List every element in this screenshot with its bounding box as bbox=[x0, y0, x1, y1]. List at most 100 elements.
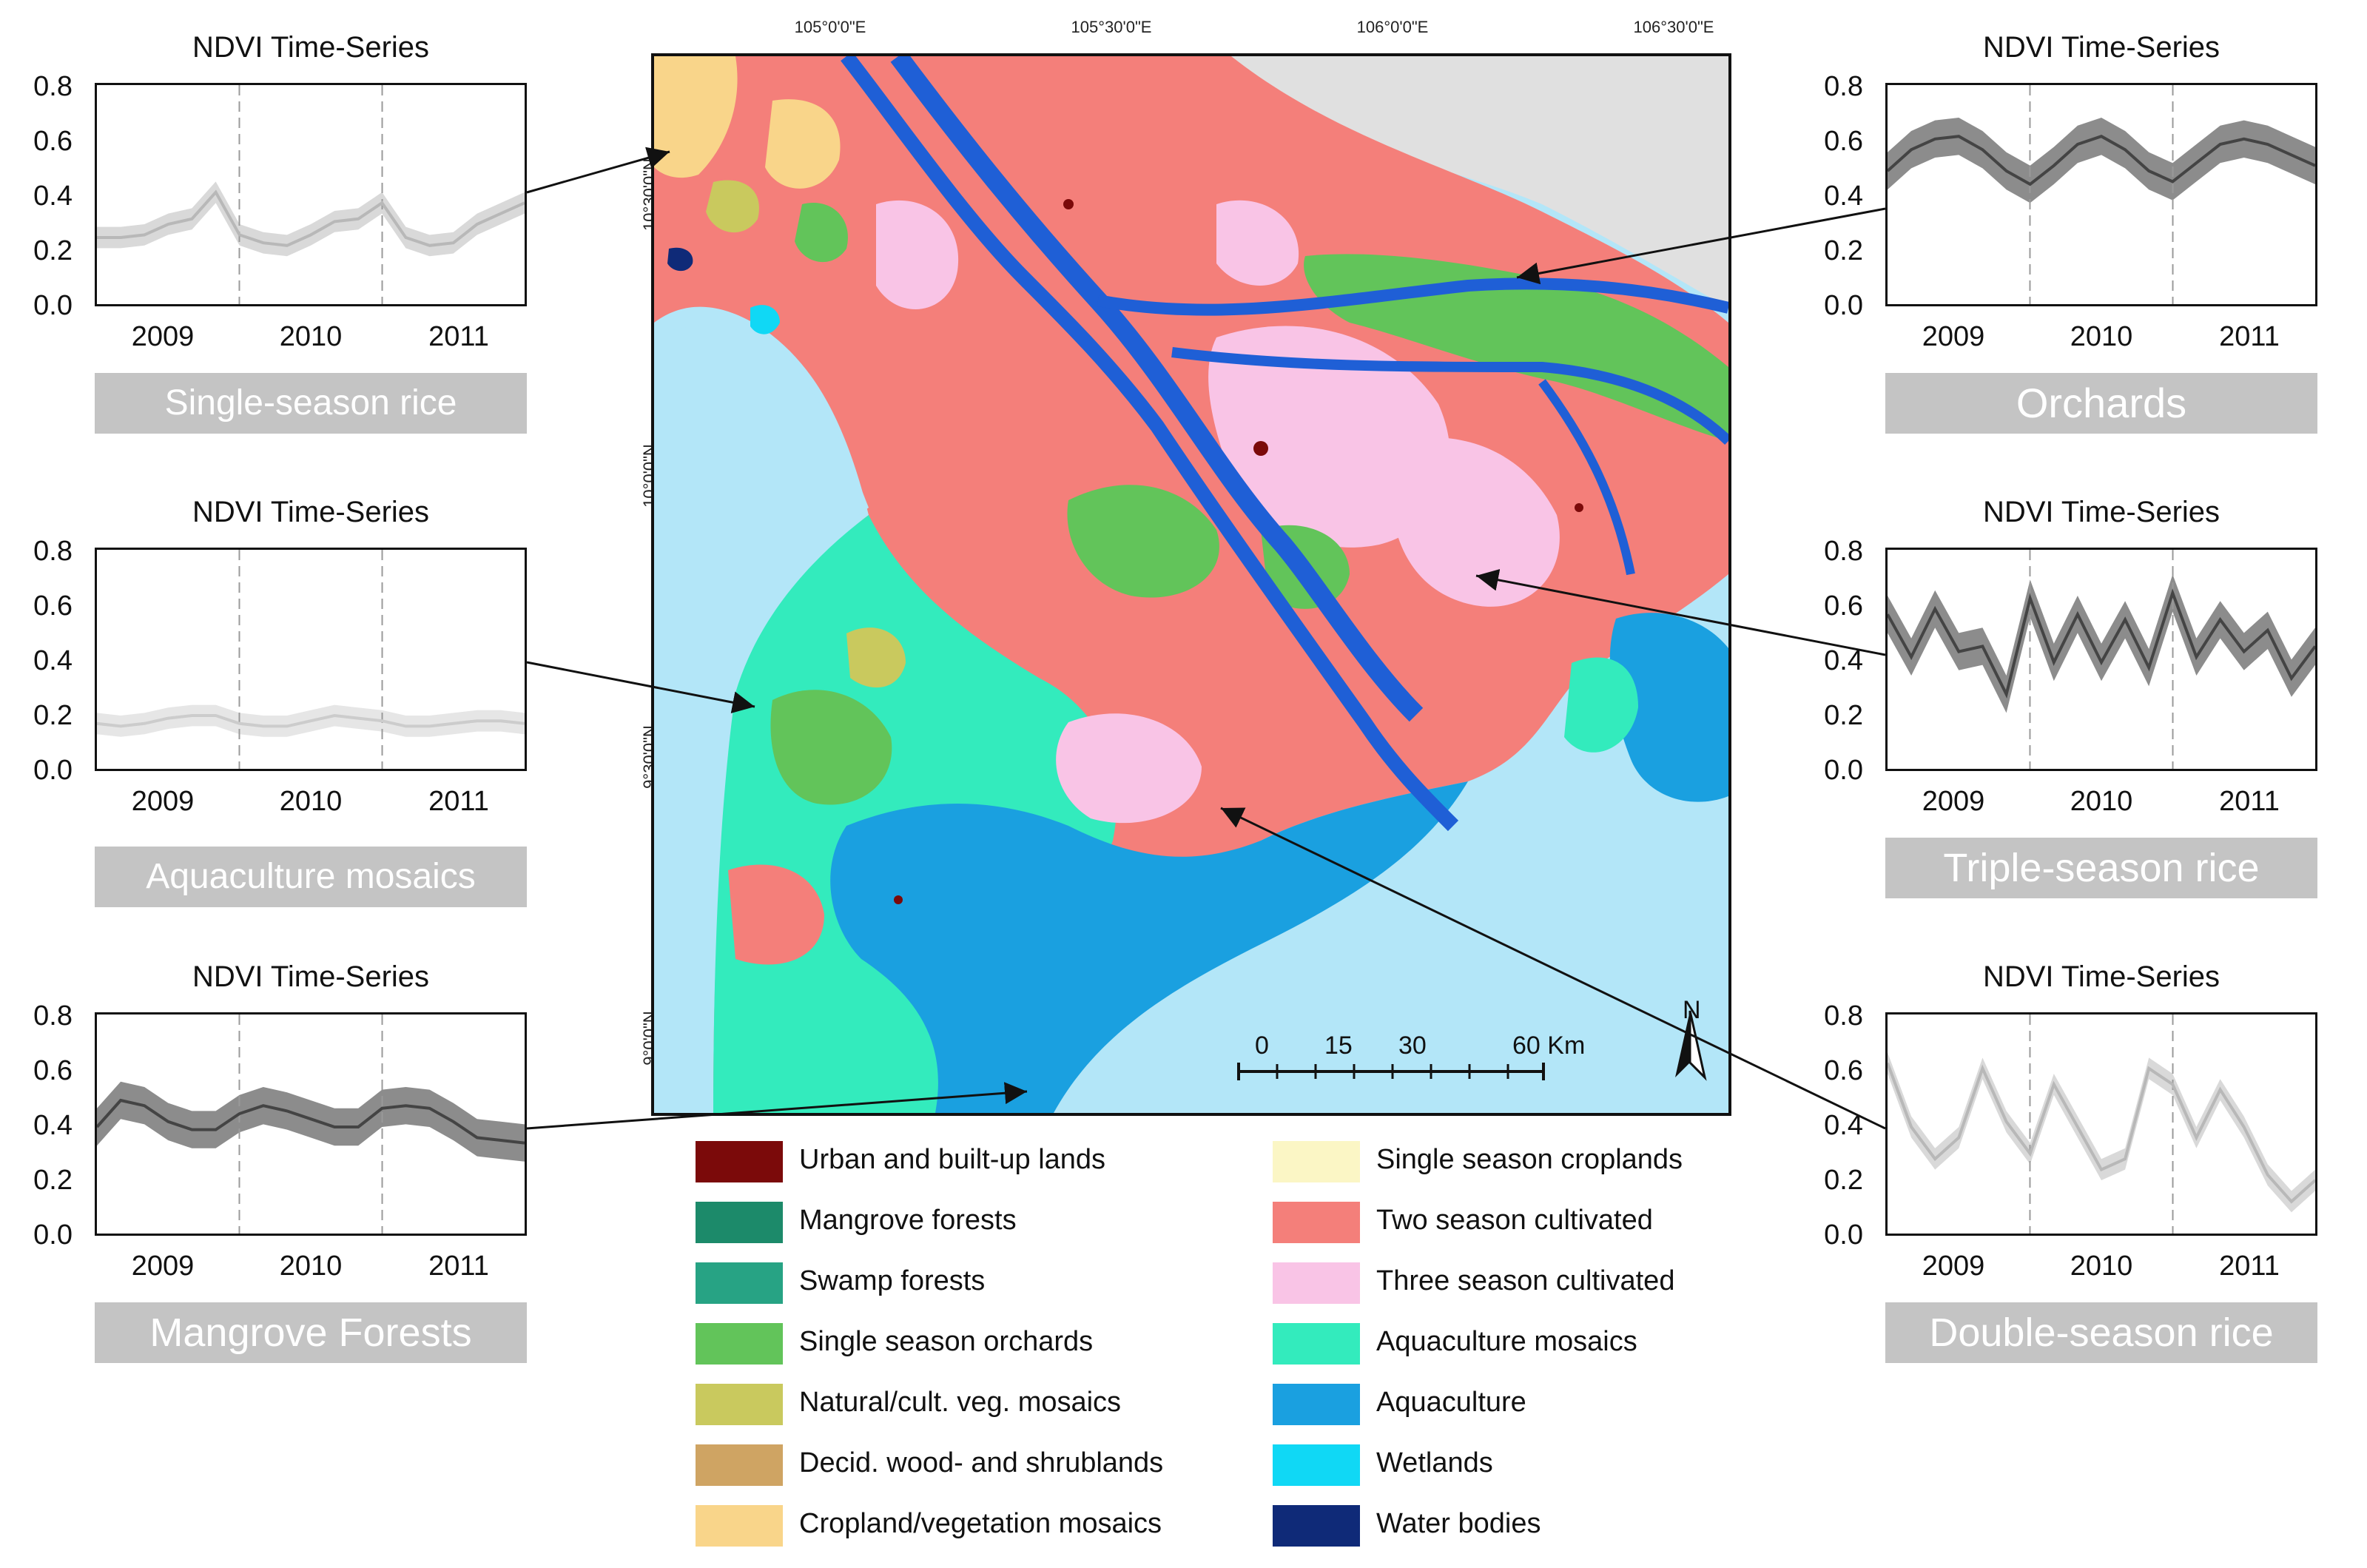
x-tick: 2010 bbox=[2070, 321, 2133, 352]
orchards-patch bbox=[1067, 485, 1219, 598]
panel-caption: Aquaculture mosaics bbox=[95, 847, 527, 907]
x-tick: 2009 bbox=[1922, 321, 1985, 352]
y-tick: 0.0 bbox=[1824, 290, 1863, 321]
three-season-patch bbox=[1390, 437, 1560, 607]
bassac-river bbox=[841, 56, 1459, 832]
ndvi-range-band bbox=[97, 181, 525, 257]
panel-title: NDVI Time-Series bbox=[1982, 960, 2220, 993]
scale-label: 30 bbox=[1398, 1032, 1427, 1060]
ndvi-chart bbox=[96, 550, 525, 769]
scale-label: 15 bbox=[1324, 1032, 1353, 1060]
legend-swatch bbox=[1273, 1444, 1360, 1486]
x-tick: 2010 bbox=[279, 1251, 343, 1282]
legend-label: Decid. wood- and shrublands bbox=[799, 1447, 1164, 1478]
longitude-label: 106°30'0"E bbox=[1633, 18, 1714, 36]
legend-swatch bbox=[696, 1262, 783, 1304]
legend-swatch bbox=[1273, 1384, 1360, 1425]
y-tick: 0.4 bbox=[33, 1110, 73, 1141]
x-tick: 2011 bbox=[428, 1251, 489, 1282]
y-tick: 0.6 bbox=[1824, 1055, 1863, 1086]
y-tick: 0.2 bbox=[33, 700, 73, 731]
y-tick: 0.2 bbox=[1824, 235, 1863, 266]
panel-title: NDVI Time-Series bbox=[192, 960, 430, 993]
north-label: N bbox=[1683, 996, 1701, 1024]
ndvi-chart bbox=[1886, 550, 2317, 769]
plot-area bbox=[1885, 83, 2317, 306]
y-tick: 0.6 bbox=[1824, 590, 1863, 622]
panel-caption: Double-season rice bbox=[1885, 1302, 2317, 1363]
legend-label: Swamp forests bbox=[799, 1265, 986, 1296]
x-tick: 2011 bbox=[2219, 1251, 2280, 1282]
y-tick: 0.4 bbox=[33, 645, 73, 676]
plot-area bbox=[1885, 548, 2317, 771]
aquaculture-mosaics-east bbox=[1564, 657, 1638, 753]
ndvi-chart bbox=[1886, 85, 2316, 304]
cropland-veg-mosaic bbox=[765, 99, 841, 189]
river-branch bbox=[1097, 277, 1728, 316]
two-season-patch bbox=[728, 864, 824, 965]
urban-area bbox=[894, 895, 903, 904]
cropland-veg-mosaic bbox=[654, 56, 738, 178]
ndvi-range-band bbox=[1888, 1052, 2315, 1213]
ndvi-mean-line bbox=[96, 713, 525, 728]
panel-title: NDVI Time-Series bbox=[192, 31, 430, 64]
three-season-patch bbox=[1208, 326, 1450, 548]
veg-mosaic-patch bbox=[846, 627, 906, 688]
y-tick: 0.4 bbox=[1824, 645, 1863, 676]
legend-swatch bbox=[696, 1323, 783, 1365]
legend-label: Aquaculture bbox=[1376, 1387, 1526, 1418]
x-tick: 2010 bbox=[2070, 786, 2133, 817]
urban-area bbox=[1575, 503, 1583, 512]
y-tick: 0.8 bbox=[1824, 536, 1863, 567]
y-tick: 0.8 bbox=[1824, 1000, 1863, 1032]
longitude-label: 105°30'0"E bbox=[1071, 18, 1152, 36]
x-tick: 2010 bbox=[279, 786, 343, 817]
ndvi-panel-triple-season-rice: NDVI Time-Series 0.8 0.6 0.4 0.2 0.0 200… bbox=[1791, 490, 2317, 941]
y-tick: 0.6 bbox=[33, 1055, 73, 1086]
x-tick: 2011 bbox=[428, 321, 489, 352]
x-tick: 2009 bbox=[131, 1251, 195, 1282]
ndvi-mean-line bbox=[1886, 135, 2316, 186]
water-body-patch bbox=[667, 247, 693, 272]
map-canvas bbox=[654, 56, 1728, 1113]
land-cover-map: 0 15 30 60 Km N bbox=[651, 53, 1731, 1116]
y-tick: 0.4 bbox=[1824, 181, 1863, 212]
ndvi-panel-aquaculture-mosaics: NDVI Time-Series 0.8 0.6 0.4 0.2 0.0 200… bbox=[0, 490, 527, 941]
legend-label: Cropland/vegetation mosaics bbox=[799, 1508, 1162, 1539]
legend-swatch bbox=[1273, 1262, 1360, 1304]
panel-caption: Triple-season rice bbox=[1885, 838, 2317, 898]
ndvi-chart bbox=[97, 85, 525, 304]
ndvi-mean-line bbox=[1886, 588, 2317, 699]
legend-label: Aquaculture mosaics bbox=[1376, 1326, 1637, 1357]
panel-title: NDVI Time-Series bbox=[192, 496, 430, 528]
ndvi-chart bbox=[95, 1015, 525, 1234]
longitude-label: 105°0'0"E bbox=[794, 18, 866, 36]
x-tick: 2009 bbox=[131, 786, 195, 817]
y-tick: 0.2 bbox=[33, 235, 73, 266]
ndvi-chart bbox=[1886, 1015, 2317, 1234]
legend-swatch bbox=[696, 1202, 783, 1243]
legend-label: Wetlands bbox=[1376, 1447, 1493, 1478]
scale-label: 0 bbox=[1255, 1032, 1269, 1060]
three-season-patch bbox=[1216, 200, 1299, 286]
aquaculture-east bbox=[1609, 613, 1728, 802]
ndvi-panel-double-season-rice: NDVI Time-Series 0.8 0.6 0.4 0.2 0.0 200… bbox=[1791, 955, 2317, 1406]
y-tick: 0.8 bbox=[33, 71, 73, 102]
legend-label: Mangrove forests bbox=[799, 1205, 1017, 1236]
y-tick: 0.0 bbox=[33, 755, 73, 786]
legend-swatch bbox=[696, 1384, 783, 1425]
legend-swatch bbox=[1273, 1323, 1360, 1365]
y-tick: 0.0 bbox=[1824, 1219, 1863, 1251]
y-tick: 0.8 bbox=[33, 536, 73, 567]
plot-area bbox=[95, 548, 527, 771]
legend-label: Natural/cult. veg. mosaics bbox=[799, 1387, 1122, 1418]
legend-label: Three season cultivated bbox=[1376, 1265, 1675, 1296]
legend-label: Urban and built-up lands bbox=[799, 1144, 1106, 1175]
x-tick: 2011 bbox=[428, 786, 489, 817]
three-season-patch bbox=[1056, 713, 1202, 824]
x-tick: 2011 bbox=[2219, 321, 2280, 352]
orchards-belt bbox=[1304, 254, 1728, 441]
y-tick: 0.8 bbox=[1824, 71, 1863, 102]
panel-caption: Orchards bbox=[1885, 373, 2317, 434]
panel-caption: Mangrove Forests bbox=[95, 1302, 527, 1363]
